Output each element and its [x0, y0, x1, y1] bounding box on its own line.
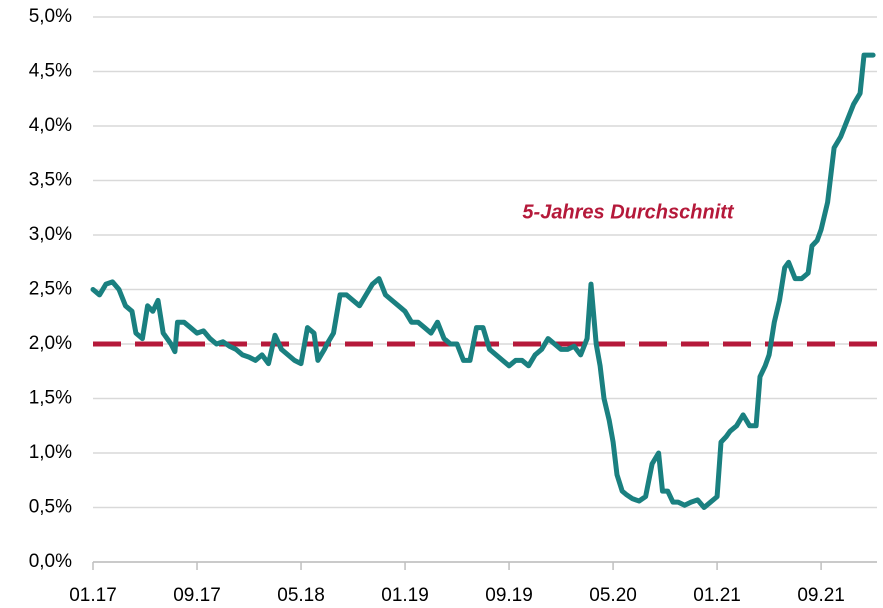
y-tick-label: 2,5%: [29, 279, 72, 300]
y-tick-label: 1,5%: [29, 388, 72, 409]
y-tick-label: 0,0%: [29, 551, 72, 572]
x-tick-label: 05.18: [277, 585, 325, 606]
x-tick-label: 01.21: [693, 585, 741, 606]
x-tick-label: 05.20: [589, 585, 637, 606]
x-tick-label: 09.17: [173, 585, 221, 606]
y-tick-label: 1,0%: [29, 442, 72, 463]
y-tick-label: 0,5%: [29, 497, 72, 518]
x-tick-label: 09.21: [797, 585, 845, 606]
y-tick-label: 4,5%: [29, 61, 72, 82]
y-tick-label: 5,0%: [29, 6, 72, 27]
x-tick-label: 01.19: [381, 585, 429, 606]
reference-label: 5-Jahres Durchschnitt: [522, 201, 735, 223]
x-tick-label: 09.19: [485, 585, 533, 606]
y-tick-label: 3,0%: [29, 224, 72, 245]
x-tick-label: 01.17: [69, 585, 117, 606]
y-tick-label: 4,0%: [29, 115, 72, 136]
y-tick-label: 3,5%: [29, 170, 72, 191]
data-line: [90, 52, 876, 510]
y-tick-label: 2,0%: [29, 333, 72, 354]
